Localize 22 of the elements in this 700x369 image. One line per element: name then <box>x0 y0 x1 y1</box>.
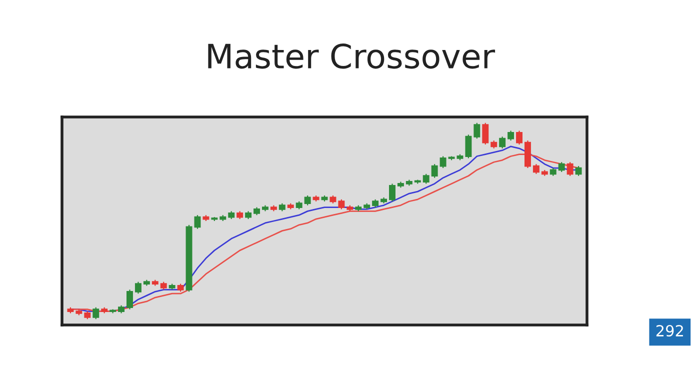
candlestick <box>558 162 565 172</box>
text: 292 <box>656 324 683 337</box>
candlestick <box>389 183 396 202</box>
candlestick <box>431 164 438 178</box>
candlestick <box>575 166 582 176</box>
candlestick <box>92 306 100 320</box>
candlestick <box>516 130 522 146</box>
candlestick <box>532 164 540 174</box>
candlestick <box>524 140 531 169</box>
candlestick <box>465 134 472 159</box>
candlestick <box>304 194 311 206</box>
candlestick <box>338 198 345 210</box>
candlestick <box>482 122 489 146</box>
candlestick <box>508 130 514 142</box>
chart-title: Master Crossover <box>208 44 496 69</box>
candlestick <box>440 156 446 169</box>
candlestick <box>134 281 142 294</box>
candlestick <box>126 289 133 310</box>
candlestick <box>422 173 430 184</box>
candlestick <box>499 136 506 149</box>
candlestick <box>474 122 480 140</box>
candlestick <box>566 162 574 176</box>
